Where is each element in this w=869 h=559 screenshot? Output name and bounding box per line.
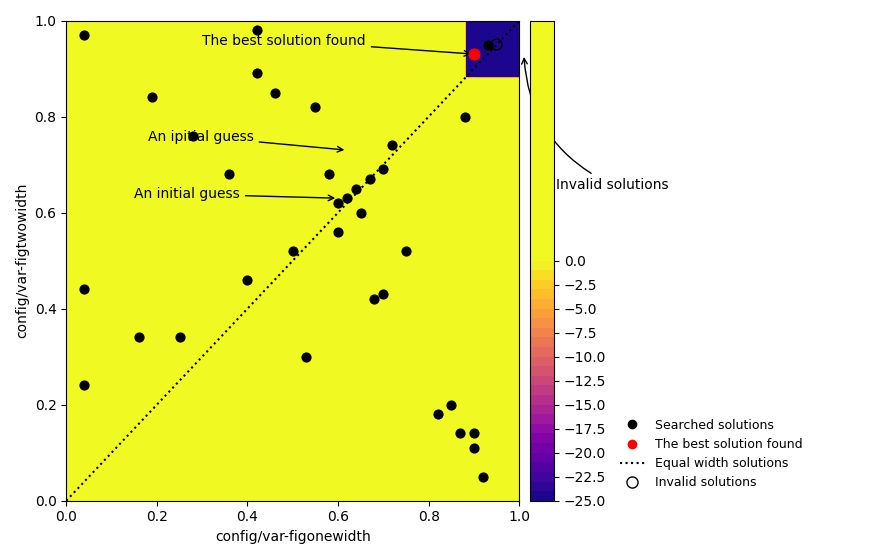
Searched solutions [362,174,376,183]
Searched solutions [240,276,254,285]
The best solution found [467,50,481,59]
Equal width solutions [148,405,158,412]
Searched solutions [480,40,494,49]
Searched solutions [145,93,159,102]
X-axis label: config/var-figonewidth: config/var-figonewidth [215,530,370,544]
Searched solutions [376,290,390,299]
Searched solutions [186,131,200,140]
Text: The best solution found: The best solution found [202,34,469,56]
Searched solutions [367,295,381,304]
Searched solutions [131,333,145,342]
Legend: Searched solutions, The best solution found, Equal width solutions, Invalid solu: Searched solutions, The best solution fo… [614,414,806,495]
Equal width solutions [61,498,71,504]
Equal width solutions [491,41,501,48]
Searched solutions [286,247,300,255]
Searched solutions [399,247,413,255]
Searched solutions [249,26,263,35]
Searched solutions [77,285,91,294]
Invalid solutions [489,40,503,49]
Searched solutions [348,184,362,193]
Equal width solutions [166,386,176,392]
Equal width solutions [331,211,342,218]
Searched solutions [331,228,345,236]
Searched solutions [467,429,481,438]
Searched solutions [385,141,399,150]
Searched solutions [249,69,263,78]
Text: Invalid solutions: Invalid solutions [521,59,667,192]
Searched solutions [308,102,322,111]
Y-axis label: config/var-figtwowidth: config/var-figtwowidth [15,183,29,338]
Line: Equal width solutions: Equal width solutions [66,21,519,501]
Text: An initial guess: An initial guess [134,187,334,201]
Searched solutions [222,170,236,179]
Equal width solutions [477,56,488,63]
Searched solutions [444,400,458,409]
Equal width solutions [514,17,524,24]
Searched solutions [475,472,489,481]
Text: An ipitial guess: An ipitial guess [148,130,342,152]
Searched solutions [172,333,186,342]
Searched solutions [331,198,345,207]
Searched solutions [322,170,335,179]
Equal width solutions [294,250,304,257]
Searched solutions [268,88,282,97]
Searched solutions [354,208,368,217]
Searched solutions [467,443,481,452]
Searched solutions [340,194,354,203]
Searched solutions [77,30,91,39]
Searched solutions [457,112,471,121]
Searched solutions [430,410,444,419]
Searched solutions [376,165,390,174]
Searched solutions [299,352,313,361]
Searched solutions [453,429,467,438]
Searched solutions [77,381,91,390]
